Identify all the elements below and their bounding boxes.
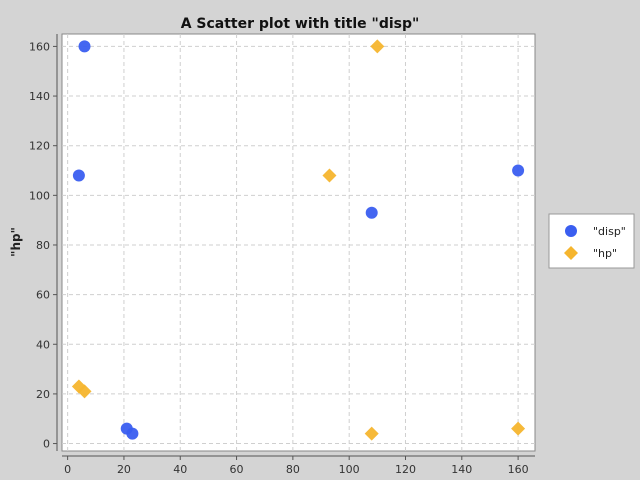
legend-marker-disp xyxy=(565,225,577,237)
legend-label: "disp" xyxy=(593,225,626,238)
y-tick-label: 0 xyxy=(43,438,50,451)
data-point-hp xyxy=(370,39,385,54)
y-axis-label: "hp" xyxy=(9,227,23,257)
y-tick-label: 100 xyxy=(29,189,50,202)
legend-box xyxy=(548,213,635,269)
data-point-hp xyxy=(364,426,379,441)
y-tick-label: 160 xyxy=(29,40,50,53)
data-point-hp xyxy=(77,384,92,399)
y-tick-label: 80 xyxy=(36,239,50,252)
y-tick-label: 60 xyxy=(36,289,50,302)
x-tick-label: 160 xyxy=(508,463,529,476)
axes: 0 20 40 60 80 100 120 140 160 0 20 40 60 80 100 120 140 1… xyxy=(29,34,535,476)
data-point-disp xyxy=(126,427,139,440)
data-point-disp xyxy=(365,206,378,219)
y-tick-label: 140 xyxy=(29,90,50,103)
x-tick-label: 60 xyxy=(230,463,244,476)
data-point-disp xyxy=(78,40,91,53)
grid-lines xyxy=(62,34,535,451)
x-tick-label: 20 xyxy=(117,463,131,476)
chart-title: A Scatter plot with title "disp" xyxy=(181,16,420,32)
plot-area xyxy=(61,33,536,452)
data-points xyxy=(71,39,526,441)
data-point-disp xyxy=(72,169,85,182)
x-tick-label: 40 xyxy=(173,463,187,476)
data-point-hp xyxy=(322,168,337,183)
x-tick-label: 100 xyxy=(339,463,360,476)
legend-marker-hp xyxy=(564,246,578,260)
data-point-disp xyxy=(512,164,525,177)
x-tick-label: 80 xyxy=(286,463,300,476)
data-point-hp xyxy=(511,421,526,436)
legend-label: "hp" xyxy=(593,247,617,260)
legend: "disp" "hp" xyxy=(548,213,635,269)
y-tick-label: 40 xyxy=(36,338,50,351)
x-tick-label: 0 xyxy=(64,463,71,476)
y-tick-label: 20 xyxy=(36,388,50,401)
y-tick-label: 120 xyxy=(29,140,50,153)
x-tick-label: 120 xyxy=(395,463,416,476)
x-tick-label: 140 xyxy=(451,463,472,476)
